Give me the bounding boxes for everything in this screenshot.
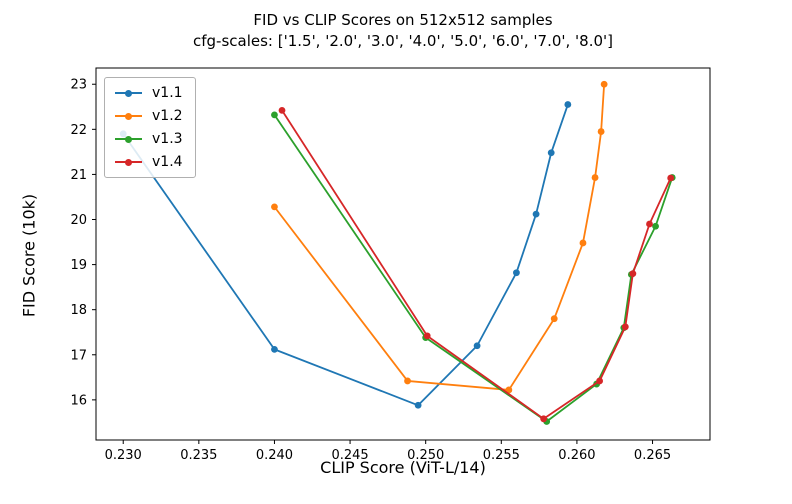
x-tick-label: 0.255 xyxy=(483,448,520,463)
series-marker-v1.1 xyxy=(473,342,481,350)
y-tick-label: 18 xyxy=(70,303,87,318)
x-tick-label: 0.240 xyxy=(256,448,293,463)
series-marker-v1.2 xyxy=(271,203,278,211)
y-tick-label: 22 xyxy=(70,123,87,138)
x-tick-label: 0.265 xyxy=(634,448,671,463)
series-marker-v1.1 xyxy=(564,101,572,108)
series-marker-v1.4 xyxy=(646,220,653,228)
x-tick-label: 0.235 xyxy=(180,448,217,463)
y-tick-label: 17 xyxy=(70,348,87,363)
series-marker-v1.3 xyxy=(271,111,278,119)
y-tick-label: 16 xyxy=(70,393,87,408)
legend-item-v1.3: v1.3 xyxy=(115,131,183,147)
x-tick-label: 0.230 xyxy=(105,448,142,463)
series-marker-v1.4 xyxy=(278,106,286,114)
series-line-v1.1 xyxy=(122,103,569,407)
x-tick-label: 0.250 xyxy=(407,448,444,463)
legend-item-v1.2: v1.2 xyxy=(115,108,183,124)
series-marker-v1.4 xyxy=(621,323,629,331)
axes-spines xyxy=(95,67,711,441)
y-tick-label: 21 xyxy=(70,168,87,183)
series-marker-v1.2 xyxy=(550,315,558,323)
series-marker-v1.1 xyxy=(271,345,278,353)
series-marker-v1.2 xyxy=(404,377,411,385)
x-axis-label: CLIP Score (ViT-L/14) xyxy=(320,458,486,477)
series-marker-v1.2 xyxy=(579,239,587,247)
series-marker-v1.4 xyxy=(667,174,675,182)
series-marker-v1.1 xyxy=(532,210,540,218)
legend: v1.1 v1.2 v1.3 v1.4 xyxy=(104,77,196,178)
series-marker-v1.3 xyxy=(652,222,659,230)
chart-title-block: FID vs CLIP Scores on 512x512 samples cf… xyxy=(96,10,710,52)
legend-item-v1.1: v1.1 xyxy=(115,85,183,101)
legend-label: v1.1 xyxy=(152,85,183,101)
x-tick-label: 0.260 xyxy=(558,448,595,463)
chart-title: FID vs CLIP Scores on 512x512 samples xyxy=(253,11,553,29)
legend-line-sample-v1.2 xyxy=(115,112,142,121)
legend-line-sample-v1.1 xyxy=(115,89,142,98)
series-marker-v1.4 xyxy=(596,377,604,385)
series-line-v1.2 xyxy=(273,83,606,391)
series-marker-v1.1 xyxy=(547,149,555,157)
series-marker-v1.2 xyxy=(600,80,608,88)
series-line-v1.4 xyxy=(281,109,672,420)
chart-subtitle: cfg-scales: ['1.5', '2.0', '3.0', '4.0',… xyxy=(192,32,614,50)
series-marker-v1.4 xyxy=(540,415,548,423)
series-marker-v1.2 xyxy=(505,386,513,394)
y-tick-label: 23 xyxy=(70,78,87,93)
x-tick-label: 0.245 xyxy=(331,448,368,463)
y-tick-label: 19 xyxy=(70,258,87,273)
legend-line-sample-v1.3 xyxy=(115,135,142,144)
series-marker-v1.4 xyxy=(629,270,637,278)
legend-label: v1.2 xyxy=(152,108,183,124)
series-marker-v1.2 xyxy=(591,174,599,181)
series-line-v1.3 xyxy=(273,113,674,423)
series-marker-v1.1 xyxy=(513,269,520,277)
y-axis-label: FID Score (10k) xyxy=(19,193,39,318)
legend-label: v1.4 xyxy=(152,154,183,170)
series-marker-v1.4 xyxy=(423,332,431,340)
series-marker-v1.2 xyxy=(597,128,605,135)
legend-label: v1.3 xyxy=(152,131,183,147)
legend-item-v1.4: v1.4 xyxy=(115,154,183,170)
y-tick-label: 20 xyxy=(70,213,87,228)
legend-line-sample-v1.4 xyxy=(115,158,142,167)
series-marker-v1.1 xyxy=(414,401,422,409)
